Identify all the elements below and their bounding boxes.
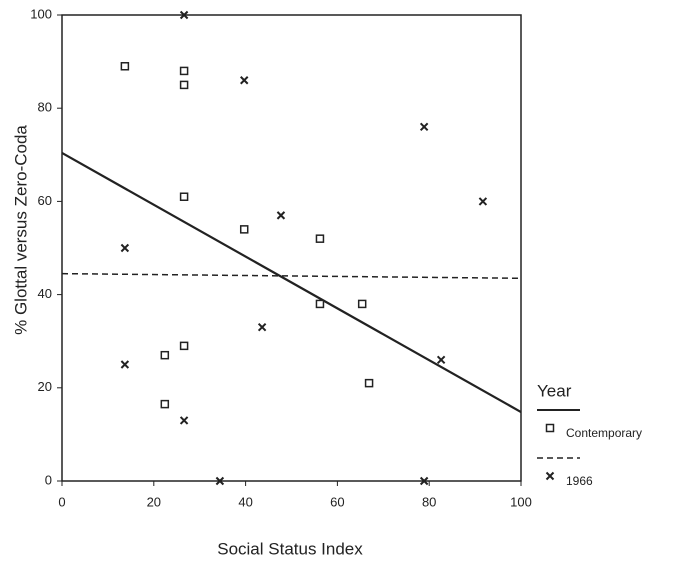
legend-marker — [545, 423, 555, 433]
point — [436, 355, 446, 365]
y-axis-label: % Glottal versus Zero-Coda — [11, 125, 30, 335]
point — [240, 76, 249, 85]
plot-frame — [61, 14, 522, 482]
legend-marker — [545, 471, 555, 481]
fit-line — [61, 272, 522, 280]
point — [120, 360, 130, 369]
point — [179, 10, 189, 20]
fit-line — [61, 151, 522, 413]
point — [120, 62, 130, 71]
point — [160, 350, 170, 360]
point — [179, 80, 189, 90]
x-tick-label: 100 — [510, 494, 532, 509]
x-tick-label: 0 — [58, 494, 65, 509]
x-tick-label: 60 — [330, 494, 344, 509]
legend-label: 1966 — [566, 474, 593, 488]
y-tick-label: 20 — [38, 379, 52, 394]
x-tick-label: 40 — [238, 494, 252, 509]
y-tick-label: 40 — [38, 286, 52, 301]
point — [315, 234, 325, 243]
point — [120, 243, 130, 253]
point — [160, 399, 170, 409]
legend-title: Year — [537, 381, 572, 400]
x-axis-label: Social Status Index — [217, 539, 363, 558]
x-tick-label: 80 — [422, 494, 436, 509]
y-tick-label: 80 — [38, 100, 52, 115]
x-tick-label: 20 — [147, 494, 161, 509]
point — [179, 341, 189, 351]
point — [179, 192, 189, 201]
point — [478, 197, 488, 206]
point — [179, 416, 189, 425]
point — [179, 66, 189, 76]
y-tick-label: 60 — [38, 193, 52, 208]
point — [419, 122, 429, 132]
y-tick-label: 0 — [45, 472, 52, 487]
point — [364, 378, 374, 388]
point — [257, 323, 267, 332]
point — [215, 476, 225, 486]
point — [419, 476, 429, 486]
point — [276, 211, 286, 220]
legend-label: Contemporary — [566, 426, 642, 440]
y-tick-label: 100 — [30, 6, 52, 21]
point — [357, 299, 367, 309]
point — [239, 225, 249, 234]
point — [315, 299, 325, 309]
